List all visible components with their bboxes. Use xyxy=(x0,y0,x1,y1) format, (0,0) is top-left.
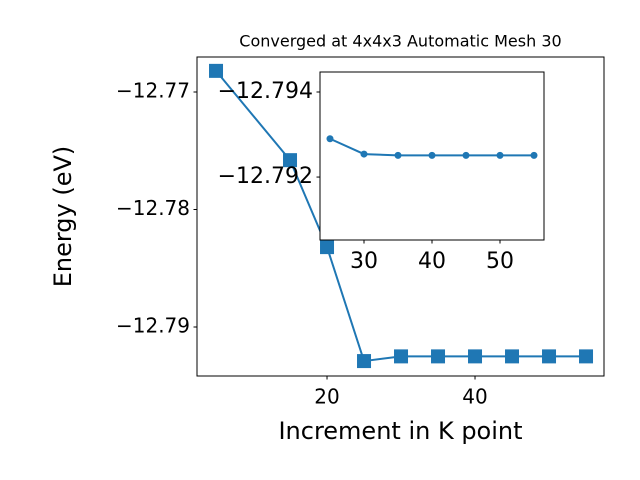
marker xyxy=(209,63,224,78)
y-tick-label: −12.78 xyxy=(116,196,190,220)
marker xyxy=(360,150,368,158)
y-tick-label: −12.794 xyxy=(218,79,313,104)
marker xyxy=(530,151,538,159)
x-axis-label: Increment in K point xyxy=(278,417,522,445)
y-tick-label: −12.77 xyxy=(116,79,190,103)
x-tick-label: 30 xyxy=(350,249,378,274)
x-tick-label: 20 xyxy=(314,385,339,409)
x-tick-label: 40 xyxy=(462,385,487,409)
y-tick-label: −12.792 xyxy=(218,164,313,189)
marker xyxy=(468,349,483,364)
y-tick-label: −12.79 xyxy=(116,314,190,338)
marker xyxy=(283,153,298,168)
marker xyxy=(394,151,402,159)
marker xyxy=(505,349,520,364)
marker xyxy=(394,349,409,364)
marker xyxy=(431,349,446,364)
marker xyxy=(579,349,594,364)
marker xyxy=(496,151,504,159)
marker xyxy=(326,135,334,143)
x-tick-label: 40 xyxy=(418,249,446,274)
x-tick-label: 50 xyxy=(486,249,514,274)
marker xyxy=(542,349,557,364)
chart-title: Converged at 4x4x3 Automatic Mesh 30 xyxy=(239,32,561,51)
axes-frame xyxy=(196,56,605,377)
marker xyxy=(357,354,372,369)
y-axis-label: Energy (eV) xyxy=(49,146,77,288)
axes-frame xyxy=(319,71,545,241)
marker xyxy=(428,151,436,159)
marker xyxy=(462,151,470,159)
line xyxy=(215,70,587,363)
marker xyxy=(320,240,335,255)
